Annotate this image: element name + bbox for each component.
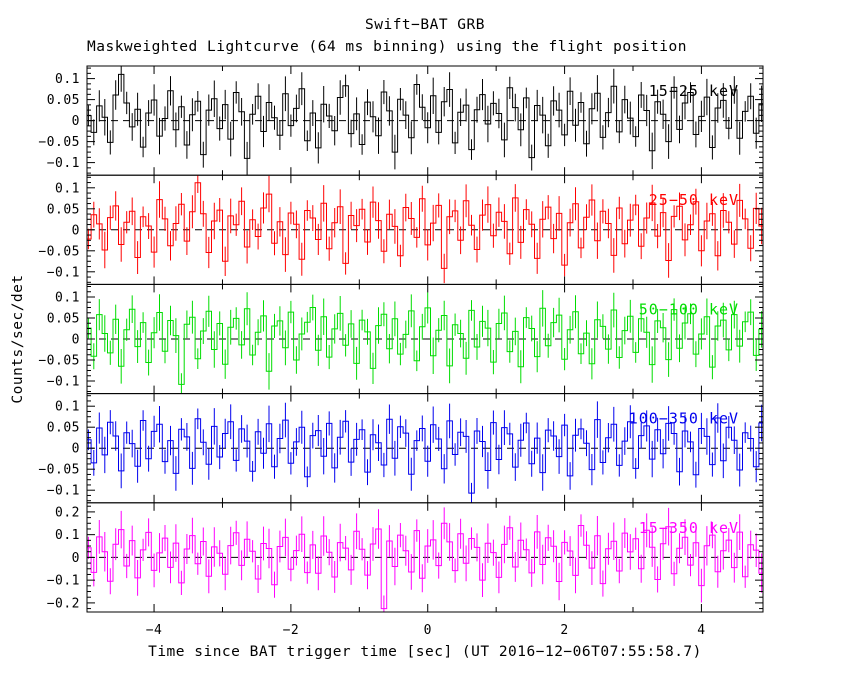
plot-title: Swift−BAT GRB	[365, 17, 485, 33]
x-ticks	[153, 284, 702, 394]
y-tick-label: 0.1	[55, 528, 80, 543]
y-ticks	[87, 395, 763, 502]
y-tick-label: 0	[72, 442, 80, 457]
energy-band-label-25-50-kev: 25−50 keV	[649, 191, 739, 209]
y-tick-label: 0	[72, 114, 80, 129]
y-tick-label: −0.05	[38, 463, 80, 478]
y-tick-label: 0.05	[47, 312, 80, 327]
y-tick-label: 0	[72, 333, 80, 348]
series-step-line	[87, 522, 763, 610]
y-tick-label: −0.1	[47, 156, 80, 171]
y-tick-label: 0.1	[55, 291, 80, 306]
y-ticks	[87, 67, 763, 174]
y-ticks	[87, 176, 763, 283]
series-step-line	[87, 73, 763, 159]
y-tick-label: −0.05	[38, 354, 80, 369]
y-tick-label: −0.1	[47, 375, 80, 390]
error-bars	[87, 66, 763, 175]
y-tick-label: 0.05	[47, 202, 80, 217]
panel-50-100-kev: 0.1 0.05 0 −0.05 −0.1 50−100 keV	[38, 283, 764, 395]
y-axis-title: Counts/sec/det	[10, 274, 26, 403]
x-ticks	[153, 393, 702, 503]
y-ticks	[87, 505, 763, 610]
x-ticks	[153, 175, 702, 285]
panel-100-350-kev: 0.1 0.05 0 −0.05 −0.1 100−350 keV	[38, 393, 764, 504]
x-tick-label: 4	[697, 623, 705, 638]
x-tick-label: 2	[560, 623, 568, 638]
y-tick-label: −0.1	[47, 484, 80, 499]
energy-band-label-15-350-kev: 15−350 keV	[639, 519, 739, 537]
x-tick-label: −4	[146, 623, 163, 638]
panel-15-350-kev: 0.2 0.1 0 −0.1 −0.2 15−350 keV	[47, 502, 764, 613]
x-tick-label: 0	[424, 623, 432, 638]
x-ticks	[153, 66, 702, 176]
y-tick-label: 0.1	[55, 400, 80, 415]
energy-band-label-15-25-kev: 15−25 keV	[649, 82, 739, 100]
x-axis-title: Time since BAT trigger time [sec] (UT 20…	[148, 644, 702, 660]
panels-group: 0.1 0.05 0 −0.05 −0.1 15−25 keV 0.1 0.05 0 −0.05 −…	[38, 65, 764, 638]
y-tick-label: −0.05	[38, 135, 80, 150]
energy-band-label-50-100-kev: 50−100 keV	[639, 300, 739, 318]
series-step-line	[87, 307, 763, 385]
y-tick-label: 0.05	[47, 421, 80, 436]
x-ticks	[153, 502, 702, 612]
y-tick-label: −0.1	[47, 265, 80, 280]
y-tick-label: 0.05	[47, 93, 80, 108]
series-step-line	[87, 182, 763, 269]
panel-15-25-kev: 0.1 0.05 0 −0.05 −0.1 15−25 keV	[38, 65, 764, 176]
y-tick-label: −0.2	[47, 596, 80, 611]
y-tick-label: 0.1	[55, 181, 80, 196]
y-tick-label: 0.1	[55, 72, 80, 87]
y-tick-label: 0.2	[55, 505, 80, 520]
series-step-line	[87, 417, 763, 494]
energy-band-label-100-350-kev: 100−350 keV	[629, 410, 739, 428]
y-ticks	[87, 286, 763, 392]
plot-subtitle: Maskweighted Lightcurve (64 ms binning) …	[87, 39, 687, 55]
y-tick-label: −0.05	[38, 244, 80, 259]
y-tick-label: 0	[72, 223, 80, 238]
x-tick-label: −2	[283, 623, 300, 638]
y-tick-label: 0	[72, 551, 80, 566]
y-tick-label: −0.1	[47, 574, 80, 589]
error-bars	[87, 175, 763, 284]
panel-25-50-kev: 0.1 0.05 0 −0.05 −0.1 25−50 keV	[38, 174, 764, 285]
